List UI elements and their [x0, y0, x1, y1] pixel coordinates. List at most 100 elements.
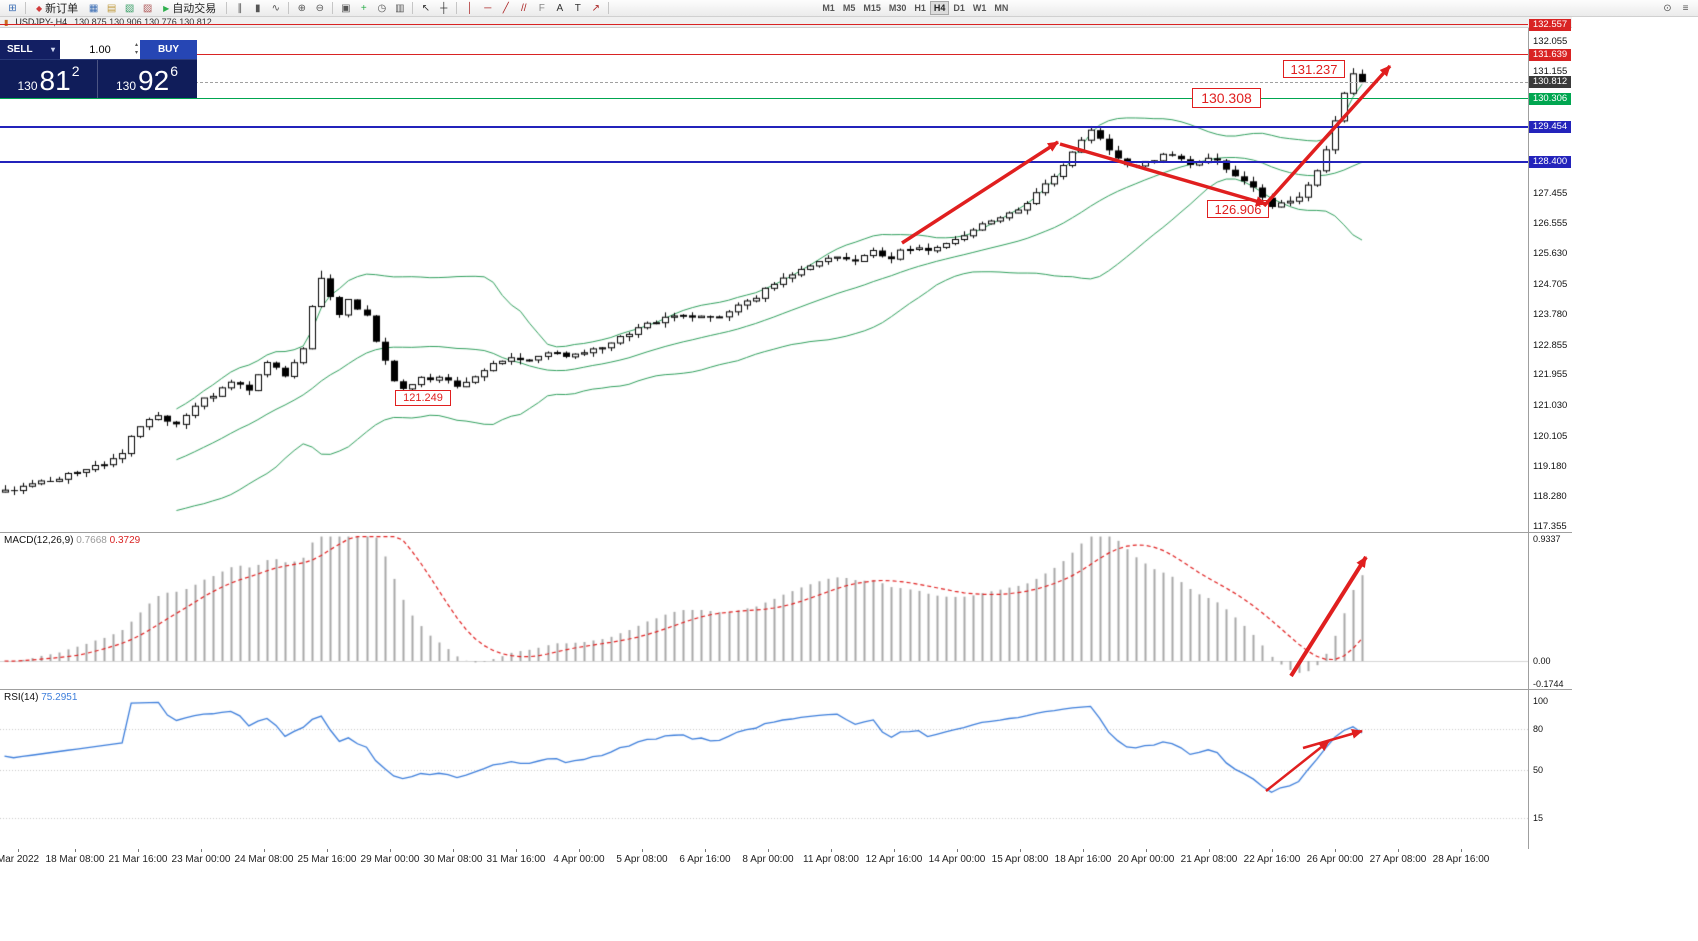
- timeframe-button-M1[interactable]: M1: [822, 3, 835, 13]
- time-axis-label: 14 Apr 00:00: [928, 854, 986, 865]
- sell-button[interactable]: SELL ▾: [0, 40, 60, 59]
- macd-header: MACD(12,26,9) 0.7668 0.3729: [4, 535, 140, 546]
- price-axis-border: [1528, 28, 1529, 869]
- cursor-icon[interactable]: ↖: [421, 2, 430, 14]
- time-axis[interactable]: Mar 2022 18 Mar 08:00 21 Mar 16:00 23 Mar 0…: [0, 849, 1572, 869]
- time-axis-label: 23 Mar 00:00: [171, 854, 231, 865]
- timeframe-button-M15[interactable]: M15: [863, 3, 881, 13]
- price-axis-label: 131.155: [1533, 65, 1568, 77]
- price-axis-label: 123.780: [1533, 309, 1568, 321]
- timeframe-button-H1[interactable]: H1: [914, 3, 926, 13]
- timeframe-button-MN[interactable]: MN: [994, 3, 1009, 13]
- arrows-icon[interactable]: ↗: [591, 2, 600, 14]
- rsi-axis-label: 15: [1533, 813, 1544, 824]
- price-axis-marker: 132.557: [1529, 18, 1571, 31]
- rsi-axis-label: 50: [1533, 765, 1544, 775]
- time-axis-label: 4 Apr 00:00: [553, 854, 605, 865]
- toolbar-separator: [608, 2, 610, 14]
- pane-separator[interactable]: [0, 689, 1572, 690]
- price-axis-label: 126.555: [1533, 217, 1568, 229]
- fibonacci-icon[interactable]: F: [538, 2, 545, 14]
- time-axis-tick: [705, 849, 706, 852]
- buy-button[interactable]: BUY: [140, 40, 197, 59]
- line-chart-icon[interactable]: ∿: [271, 2, 280, 14]
- time-axis-label: 5 Apr 08:00: [616, 854, 668, 865]
- vertical-line-icon[interactable]: │: [466, 2, 473, 14]
- time-axis-tick: [516, 849, 517, 852]
- channel-icon[interactable]: //: [521, 2, 527, 14]
- time-axis-label: 11 Apr 08:00: [803, 854, 859, 865]
- new-order-button[interactable]: ◆ 新订单: [30, 0, 84, 17]
- buy-label: BUY: [157, 44, 180, 55]
- bar-chart-icon[interactable]: ∥: [237, 2, 243, 14]
- label-icon[interactable]: T: [574, 2, 581, 14]
- terminal-icon[interactable]: ▨: [142, 2, 153, 14]
- time-axis-label: Mar 2022: [0, 854, 40, 865]
- auto-trading-button-icon: ▶: [163, 3, 170, 13]
- timeframe-button-M5[interactable]: M5: [842, 3, 856, 13]
- timeframe-button-H4[interactable]: H4: [929, 1, 950, 15]
- macd-axis-label: 0.9337: [1533, 533, 1561, 544]
- time-axis-label: 21 Apr 08:00: [1180, 854, 1238, 865]
- time-axis-tick: [579, 849, 580, 852]
- templates-icon[interactable]: ▥: [395, 2, 405, 14]
- text-icon[interactable]: A: [556, 2, 564, 14]
- crosshair-icon[interactable]: ┼: [440, 2, 448, 14]
- pane-separator[interactable]: [0, 532, 1572, 533]
- chart-canvas[interactable]: [0, 28, 1528, 869]
- volume-input[interactable]: 1.00 ▴ ▾: [60, 40, 140, 59]
- timeframe-button-W1[interactable]: W1: [972, 3, 987, 13]
- indicators-icon[interactable]: +: [360, 2, 367, 14]
- chart-symbol-icon: ▮: [4, 17, 9, 27]
- new-order-button-label: 新订单: [45, 3, 79, 15]
- price-axis-label: 127.455: [1533, 187, 1568, 199]
- buy-price-prefix: 130: [116, 79, 137, 93]
- new-chart-icon[interactable]: ⊞: [8, 2, 17, 14]
- time-axis-tick: [831, 849, 832, 852]
- one-click-trading-panel: SELL ▾ 1.00 ▴ ▾ BUY 130 81 2 130: [0, 40, 197, 98]
- chart-ohlc: 130.875 130.906 130.776 130.812: [74, 17, 212, 27]
- time-axis-tick: [1272, 849, 1273, 852]
- timeframe-button-D1[interactable]: D1: [953, 3, 965, 13]
- sell-options-caret-icon[interactable]: ▾: [50, 45, 55, 54]
- price-axis-marker: 131.639: [1529, 48, 1571, 61]
- tile-windows-icon[interactable]: ▣: [341, 2, 351, 14]
- price-axis-label: 121.030: [1533, 399, 1568, 411]
- sell-price-sup: 2: [71, 63, 80, 79]
- time-axis-tick: [75, 849, 76, 852]
- auto-trading-button[interactable]: ▶ 自动交易: [157, 0, 222, 17]
- time-axis-label: 20 Apr 00:00: [1117, 854, 1175, 865]
- timeframe-toolbar: M1 M5 M15 M30 H1 H4 D1 W1 MN: [818, 1, 1012, 15]
- volume-down-button[interactable]: ▾: [134, 50, 138, 56]
- search-icon[interactable]: ⊙: [1663, 2, 1672, 14]
- time-axis-tick: [138, 849, 139, 852]
- price-axis-marker: 130.306: [1529, 92, 1571, 105]
- price-axis-label: 121.955: [1533, 369, 1568, 381]
- volume-value: 1.00: [89, 43, 111, 56]
- candlestick-chart-icon[interactable]: ▮: [255, 2, 261, 14]
- time-axis-label: 21 Mar 16:00: [108, 854, 168, 865]
- time-axis-label: 24 Mar 08:00: [234, 854, 294, 865]
- menu-icon[interactable]: ≡: [1682, 2, 1689, 14]
- horizontal-line-icon[interactable]: ─: [484, 2, 492, 14]
- price-annotation: 121.249: [395, 390, 451, 406]
- sell-price-button[interactable]: 130 81 2: [0, 60, 98, 98]
- market-watch-icon[interactable]: ▦: [88, 2, 99, 14]
- volume-up-button[interactable]: ▴: [134, 42, 138, 48]
- navigator-icon[interactable]: ▧: [124, 2, 135, 14]
- periods-icon[interactable]: ◷: [377, 2, 387, 14]
- buy-price-button[interactable]: 130 92 6: [98, 60, 196, 98]
- time-axis-label: 30 Mar 08:00: [423, 854, 483, 865]
- price-axis-label: 122.855: [1533, 339, 1568, 351]
- time-axis-tick: [264, 849, 265, 852]
- time-axis-tick: [1209, 849, 1210, 852]
- rsi-value: 75.2951: [41, 692, 78, 703]
- trendline-icon[interactable]: ╱: [502, 2, 509, 14]
- zoom-in-icon[interactable]: ⊕: [297, 2, 306, 14]
- time-axis-tick: [1146, 849, 1147, 852]
- timeframe-button-M30[interactable]: M30: [888, 3, 907, 13]
- rsi-header: RSI(14) 75.2951: [4, 692, 77, 703]
- data-window-icon[interactable]: ▤: [106, 2, 117, 14]
- chart-title-bar[interactable]: ▮ USDJPY-,H4 130.875 130.906 130.776 130…: [0, 17, 1572, 28]
- zoom-out-icon[interactable]: ⊖: [315, 2, 324, 14]
